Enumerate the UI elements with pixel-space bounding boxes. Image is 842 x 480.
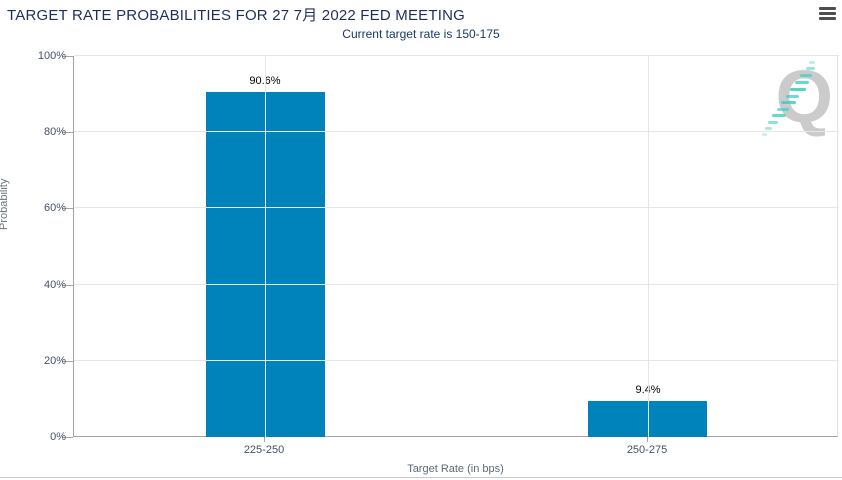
v-gridline [265,56,266,437]
y-axis-tick [62,437,73,438]
probability-bar-250-275[interactable] [588,401,707,437]
y-axis-tick [62,56,73,57]
quandl-q-watermark-icon: Q [775,55,833,138]
x-axis-category-label: 250-275 [626,444,668,456]
h-gridline [74,131,839,133]
h-gridline [74,283,839,285]
watermark-dash [768,121,778,124]
page-bottom-divider [0,477,842,478]
x-axis-title: Target Rate (in bps) [407,463,504,475]
x-axis-tick [264,437,265,442]
y-axis-tick-label: 20% [43,354,66,367]
hamburger-menu-icon[interactable] [819,7,836,22]
watermark-dash [806,67,815,70]
watermark-dash [781,101,796,104]
watermark-dash [772,114,786,117]
hamburger-bar [819,17,836,20]
watermark-dash [790,88,806,91]
hamburger-bar [819,12,836,15]
watermark-dash [786,95,799,98]
h-gridline [74,359,839,361]
y-axis-tick-label: 40% [43,278,66,291]
watermark-dash [777,108,789,111]
watermark-dash [762,133,767,136]
h-gridline [74,207,839,209]
h-gridline [74,55,839,56]
v-gridline [648,56,649,437]
x-axis-tick [647,437,648,442]
y-axis-tick-label: 80% [43,126,66,139]
y-axis-tick [62,360,73,362]
chart-subtitle: Current target rate is 150-175 [342,27,500,41]
bar-value-label: 9.4% [603,384,693,396]
page-title: TARGET RATE PROBABILITIES FOR 27 7月 2022… [7,7,466,24]
y-axis-tick-label: 60% [43,202,66,215]
watermark-dash [765,127,772,130]
watermark-dash [800,74,812,77]
y-axis-tick [62,284,73,286]
y-axis-tick [62,208,73,210]
watermark-dash [809,61,815,64]
x-axis-category-label: 225-250 [243,444,285,456]
y-axis-tick-label: 0% [50,431,66,443]
y-axis-tick-label: 100% [37,50,66,62]
hamburger-bar [819,7,836,10]
watermark-dash [795,81,809,84]
y-axis-tick [62,132,73,134]
chart-plot-area: Q 90.6% 9.4% [73,55,839,437]
bar-value-label: 90.6% [220,75,310,87]
